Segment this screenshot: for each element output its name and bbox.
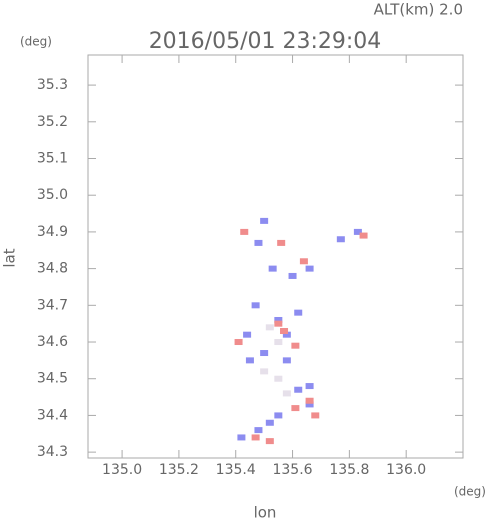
data-point (274, 320, 283, 327)
data-point (265, 419, 274, 426)
data-point (240, 228, 249, 235)
y-tick-label: 35.3 (37, 77, 68, 93)
data-point (336, 236, 345, 243)
data-point (277, 239, 286, 246)
data-point (311, 412, 320, 419)
x-tick-label: 135.0 (102, 462, 142, 478)
data-point (294, 386, 303, 393)
y-tick-label: 34.7 (37, 297, 68, 313)
data-point (243, 331, 252, 338)
data-point (305, 265, 314, 272)
y-axis-label: lat (1, 248, 19, 267)
x-tick-label: 135.6 (272, 462, 312, 478)
y-tick-label: 34.6 (37, 334, 68, 350)
data-point (260, 217, 269, 224)
x-tick-label: 136.0 (386, 462, 426, 478)
y-tick-label: 34.9 (37, 224, 68, 240)
data-point (282, 331, 291, 338)
data-point (280, 328, 289, 335)
y-tick-label: 35.2 (37, 114, 68, 130)
data-point (254, 239, 263, 246)
data-point (282, 357, 291, 364)
x-tick-label: 135.8 (329, 462, 369, 478)
y-tick-label: 34.4 (37, 407, 68, 423)
data-point (254, 427, 263, 434)
data-point (353, 228, 362, 235)
data-point (359, 232, 368, 239)
data-point (305, 401, 314, 408)
annotation: ALT(km) 2.0 (374, 1, 463, 19)
data-point (294, 309, 303, 316)
data-point (282, 390, 291, 397)
data-point (274, 339, 283, 346)
data-point (265, 438, 274, 445)
data-point (251, 434, 260, 441)
x-axis-label: lon (254, 504, 277, 521)
data-point (274, 375, 283, 382)
chart-title: 2016/05/01 23:29:04 (149, 29, 382, 54)
data-point (274, 316, 283, 323)
y-tick-label: 35.1 (37, 151, 68, 167)
data-point (260, 350, 269, 357)
data-point (305, 397, 314, 404)
data-point (260, 368, 269, 375)
data-point (237, 434, 246, 441)
data-point (291, 405, 300, 412)
x-unit: (deg) (454, 485, 486, 499)
data-point (274, 412, 283, 419)
data-point (305, 383, 314, 390)
y-tick-label: 34.3 (37, 444, 68, 460)
data-point (234, 339, 243, 346)
data-point (245, 357, 254, 364)
data-point (299, 258, 308, 265)
y-tick-label: 34.8 (37, 261, 68, 277)
y-unit: (deg) (20, 35, 52, 49)
y-tick-label: 35.0 (37, 187, 68, 203)
data-point (288, 272, 297, 279)
data-point (251, 302, 260, 309)
x-tick-label: 135.2 (159, 462, 199, 478)
data-point (291, 342, 300, 349)
y-tick-label: 34.5 (37, 371, 68, 387)
x-tick-label: 135.4 (216, 462, 256, 478)
data-point (268, 265, 277, 272)
data-point (265, 324, 274, 331)
plot-frame (87, 54, 464, 459)
